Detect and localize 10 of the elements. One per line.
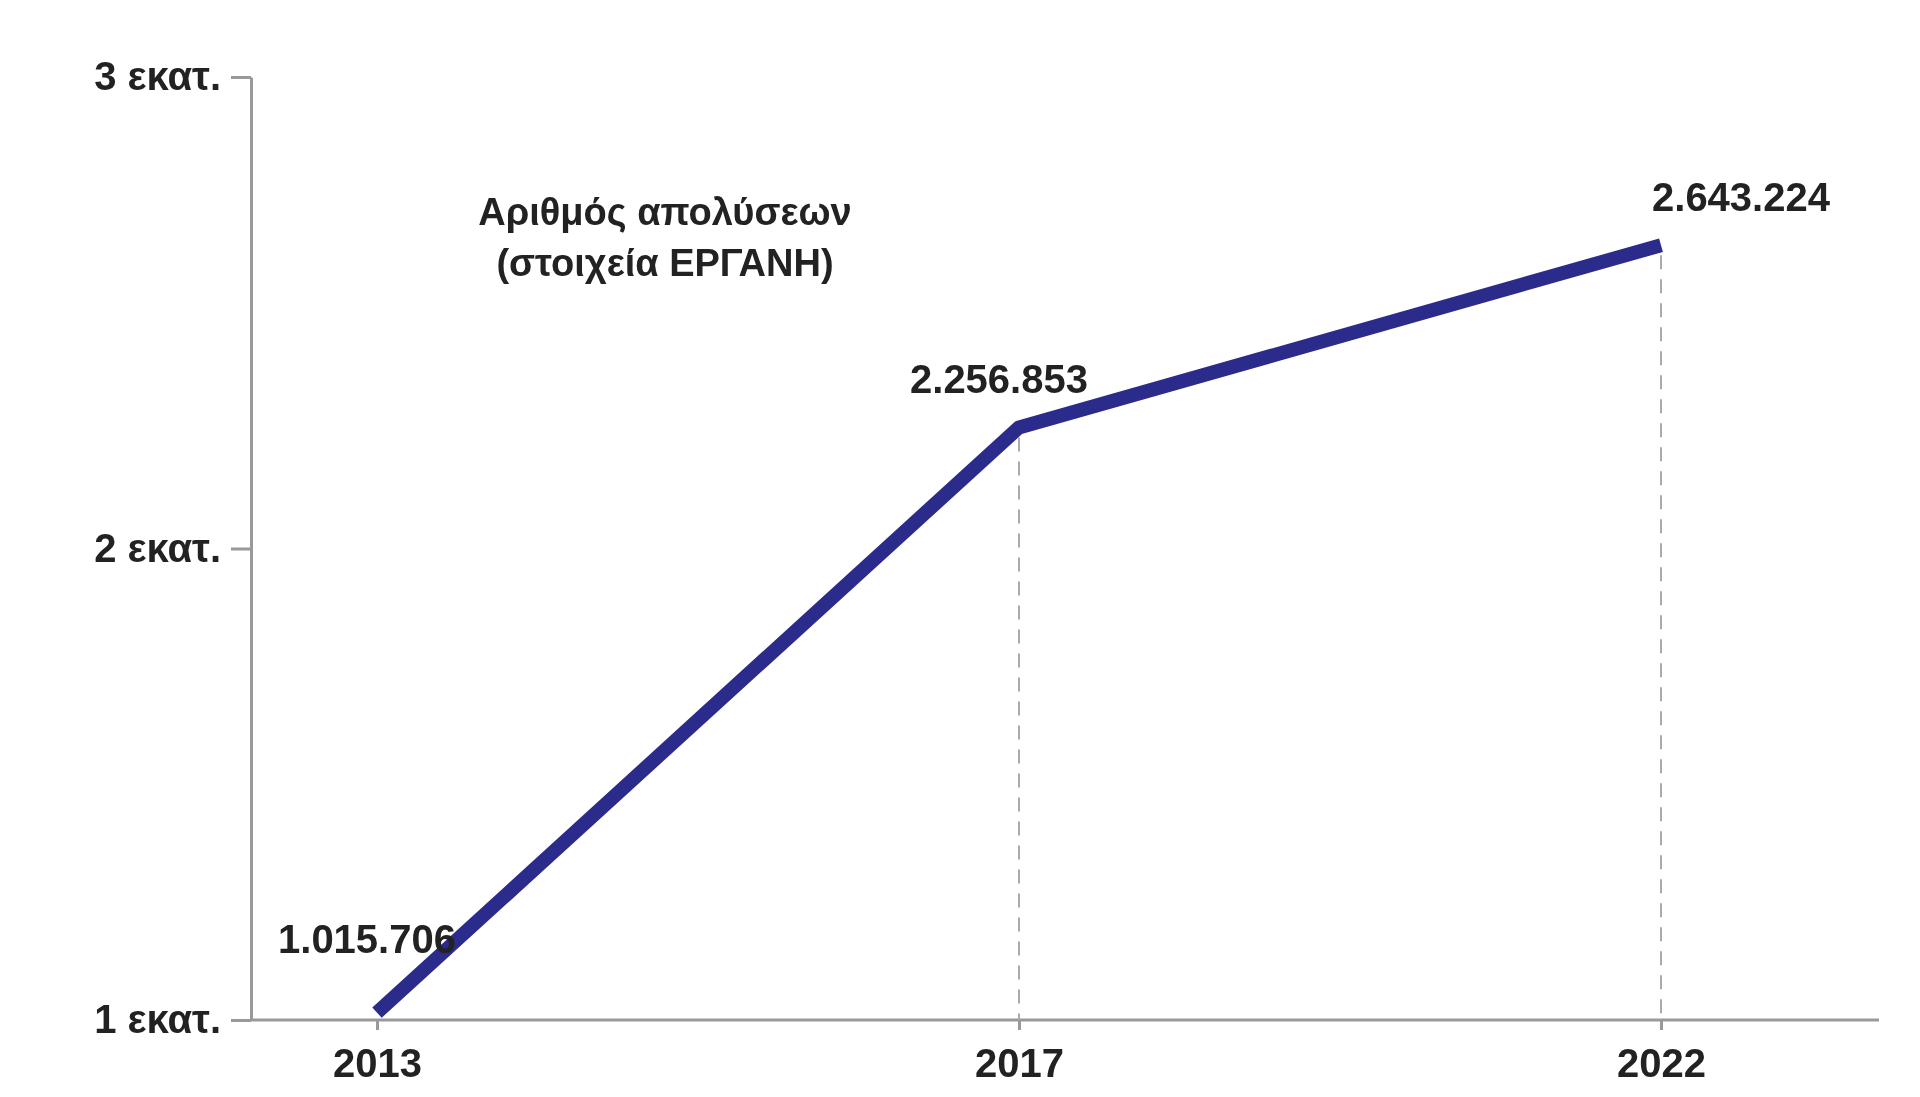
- x-tick-label: 2022: [1617, 1041, 1706, 1085]
- text: 2.643.224: [1652, 175, 1830, 220]
- x-tick-label: 2013: [333, 1041, 422, 1085]
- text: Αριθμός απολύσεων (στοιχεία ΕΡΓΑΝΗ): [478, 191, 852, 285]
- y-tick-label: 2 εκατ.: [94, 525, 221, 570]
- text: 1.015.706: [278, 916, 456, 961]
- text: 2.256.853: [910, 357, 1088, 402]
- y-tick-label: 3 εκατ.: [94, 54, 221, 99]
- y-tick-label: 1 εκατ.: [94, 997, 221, 1042]
- x-tick-label: 2017: [975, 1041, 1064, 1085]
